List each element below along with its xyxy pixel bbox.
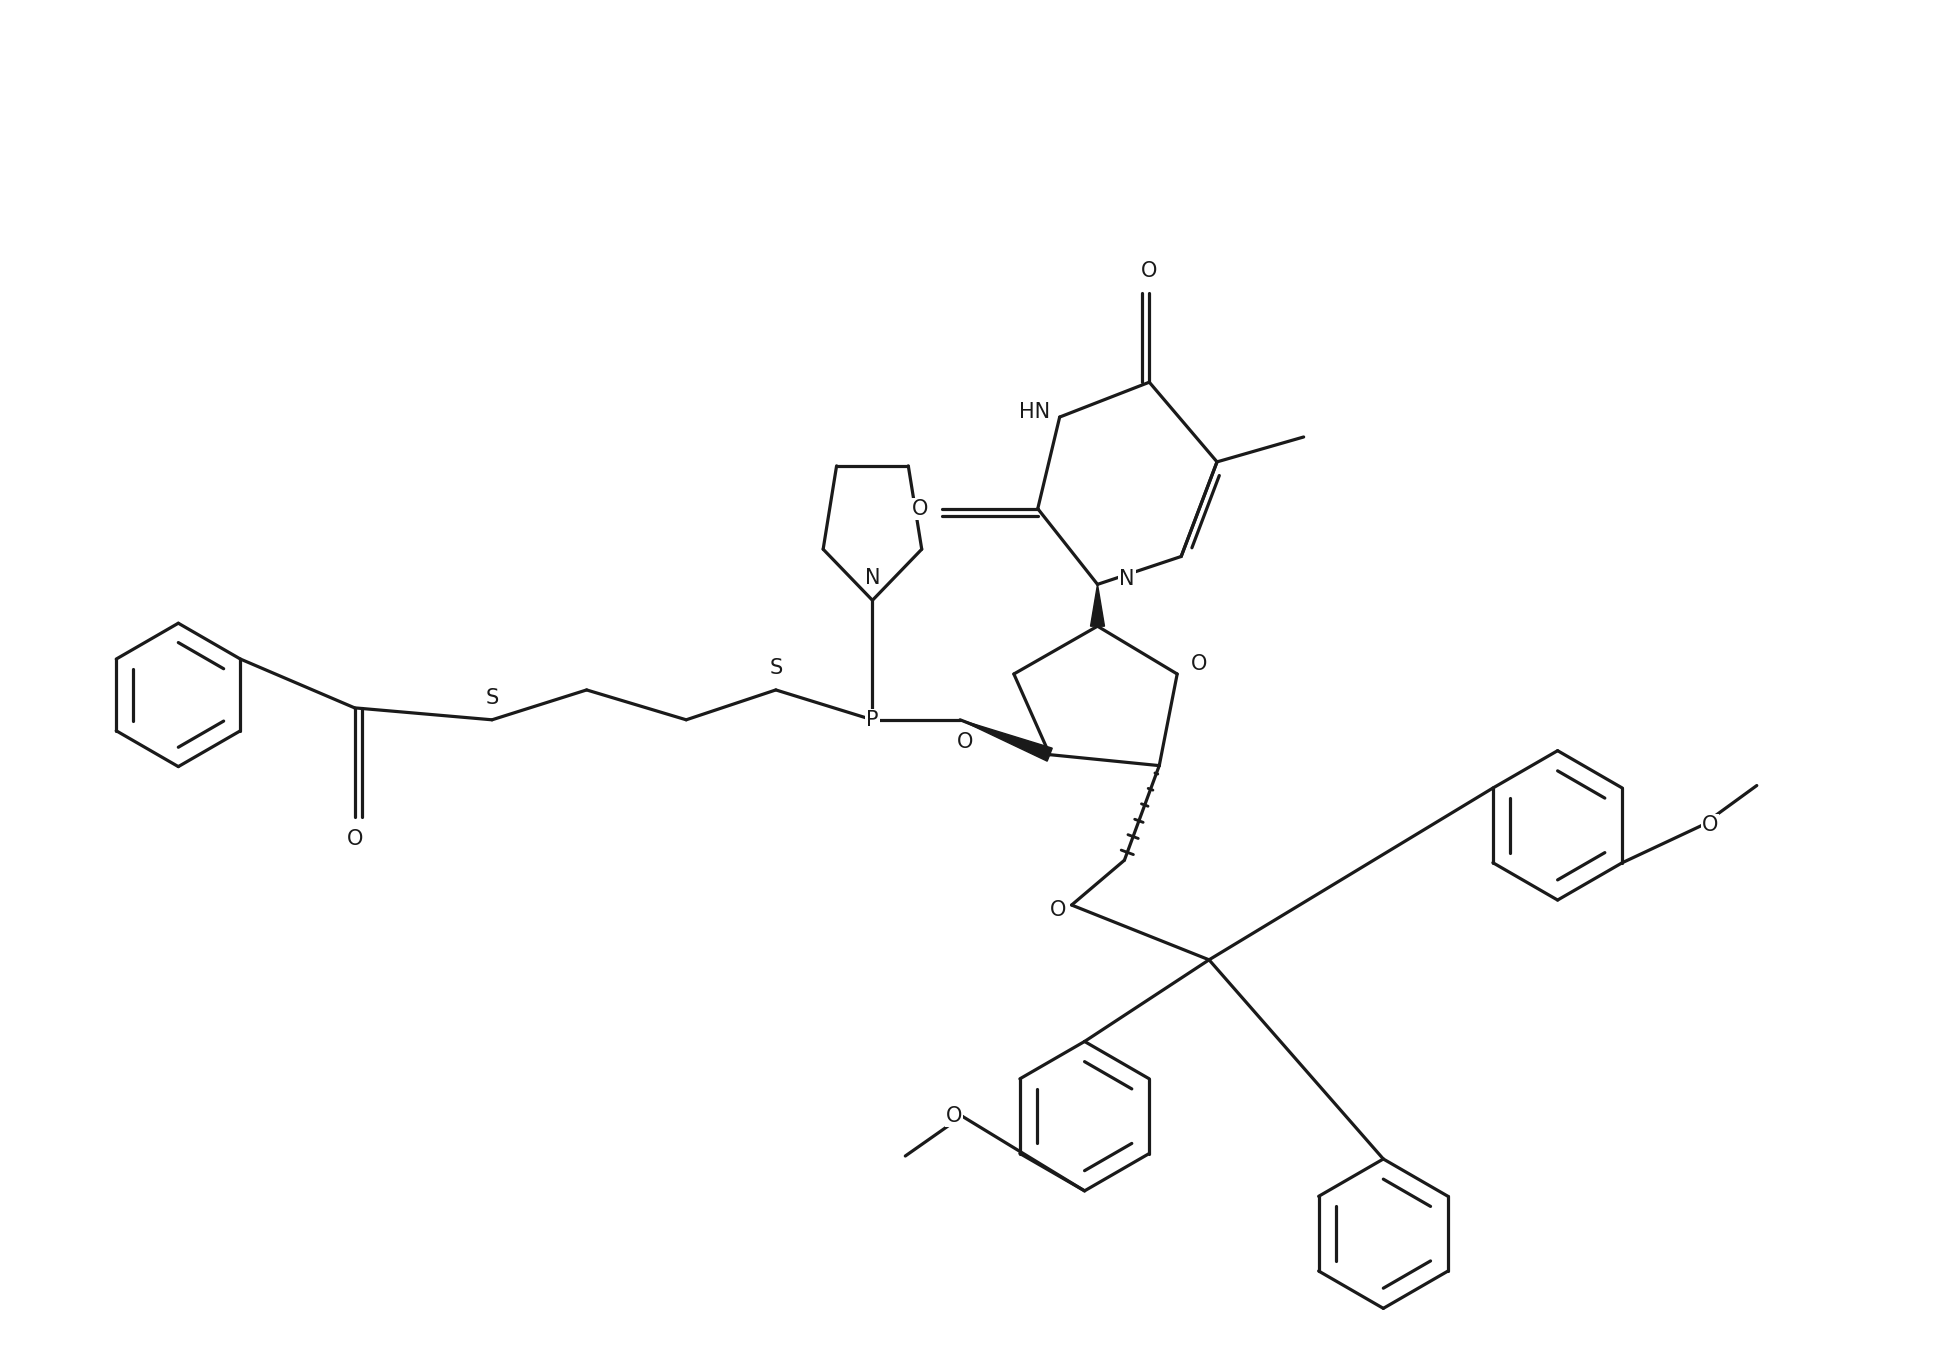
Text: O: O [347,829,363,849]
Text: N: N [864,568,880,588]
Text: O: O [945,1106,962,1127]
Text: O: O [956,732,974,751]
Text: O: O [1051,900,1066,921]
Text: P: P [866,709,878,730]
Text: HN: HN [1019,402,1051,423]
Text: O: O [1192,654,1207,674]
Text: S: S [486,688,498,708]
Text: O: O [911,498,929,518]
Polygon shape [960,720,1053,760]
Text: S: S [768,658,782,678]
Text: N: N [1119,569,1135,590]
Polygon shape [1090,584,1105,626]
Text: O: O [1141,261,1158,281]
Text: O: O [1701,816,1719,836]
